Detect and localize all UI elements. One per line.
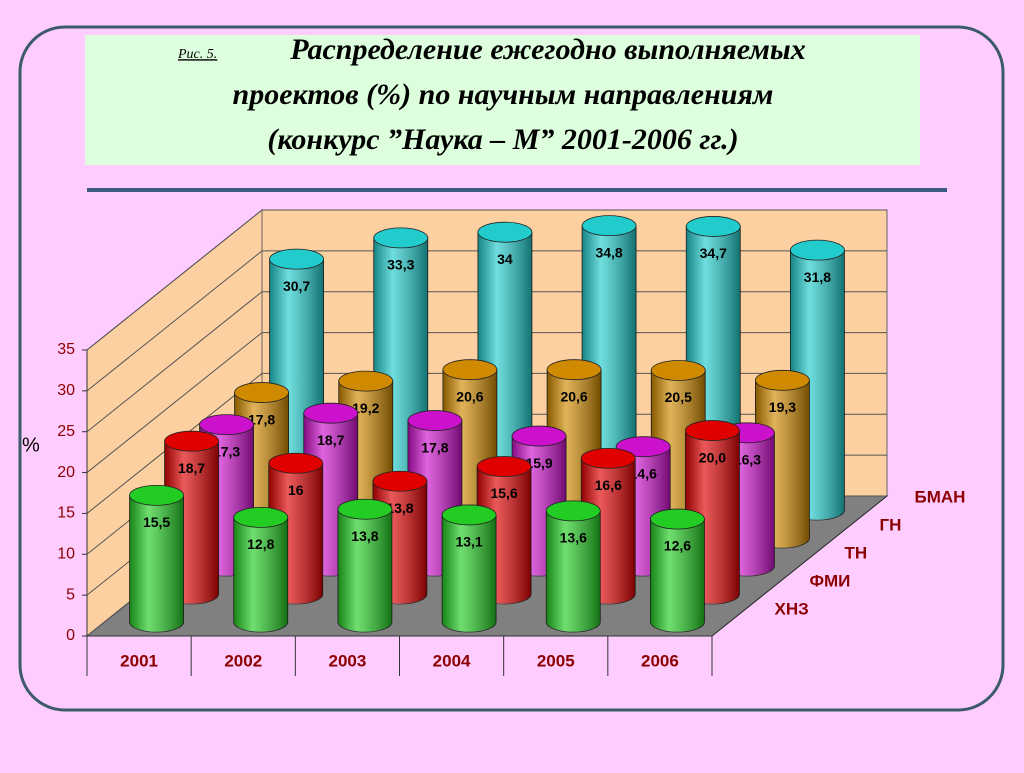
cylinder-top xyxy=(546,359,602,381)
y-tick-label: 10 xyxy=(57,546,75,563)
value-label: 18,7 xyxy=(317,432,344,448)
y-tick-label: 20 xyxy=(57,464,75,481)
value-label: 34,7 xyxy=(700,245,727,261)
value-label: 16 xyxy=(288,482,304,498)
y-tick-label: 15 xyxy=(57,505,75,522)
figure-label: Рис. 5. xyxy=(177,47,217,62)
y-axis-label: % xyxy=(22,434,40,456)
title-box xyxy=(85,35,920,165)
value-label: 15,9 xyxy=(525,455,552,471)
value-label: 20,0 xyxy=(699,449,726,465)
title-line: проектов (%) по научным направлениям xyxy=(233,78,774,111)
legend-label: БМАН xyxy=(915,487,966,506)
cylinder-top xyxy=(233,507,289,528)
value-label: 13,1 xyxy=(455,534,482,550)
title-line: Распределение ежегодно выполняемых xyxy=(289,33,805,66)
value-label: 33,3 xyxy=(387,257,414,273)
grid-line xyxy=(86,291,887,433)
cylinder-top xyxy=(234,382,289,403)
value-label: 20,6 xyxy=(560,388,587,404)
y-tick-label: 25 xyxy=(57,423,75,440)
y-tick-label: 30 xyxy=(57,382,75,399)
cylinder-top xyxy=(650,508,705,530)
value-label: 17,3 xyxy=(213,443,240,459)
cylinder-shading xyxy=(337,509,392,632)
value-label: 13,8 xyxy=(386,500,413,516)
title-line: (конкурс ”Наука – М” 2001-2006 гг.) xyxy=(267,123,738,156)
value-label: 34 xyxy=(497,251,513,267)
legend-label: ХНЗ xyxy=(775,599,809,618)
cylinder-top xyxy=(199,414,254,436)
cylinder-shading xyxy=(546,510,601,632)
cylinder-top xyxy=(685,216,741,237)
cylinder-top xyxy=(650,360,706,381)
value-label: 13,6 xyxy=(560,530,587,546)
cylinder-top xyxy=(580,447,636,469)
legend-label: ГН xyxy=(880,515,902,534)
cylinder-shading xyxy=(129,495,184,632)
value-label: 19,2 xyxy=(352,400,379,416)
value-label: 20,5 xyxy=(665,389,692,405)
value-label: 18,7 xyxy=(178,460,205,476)
cylinder-top xyxy=(476,456,532,477)
x-tick-label: 2001 xyxy=(120,651,158,670)
value-label: 30,7 xyxy=(283,278,310,294)
value-label: 12,8 xyxy=(247,536,274,552)
depth-axis xyxy=(711,495,888,637)
value-label: 14,6 xyxy=(630,465,657,481)
value-label: 15,6 xyxy=(490,485,517,501)
x-tick-label: 2006 xyxy=(641,651,679,670)
grid-line xyxy=(86,250,887,392)
grid-line xyxy=(86,209,887,351)
x-tick-label: 2004 xyxy=(433,651,471,670)
frame xyxy=(18,25,1005,712)
value-label: 31,8 xyxy=(804,269,831,285)
cylinder-top xyxy=(129,484,184,506)
value-label: 16,6 xyxy=(595,477,622,493)
cylinder-top xyxy=(545,500,601,522)
value-label: 19,3 xyxy=(769,399,796,415)
cylinder-shading xyxy=(233,517,288,632)
cylinder-top xyxy=(373,227,429,249)
value-label: 12,6 xyxy=(664,538,691,554)
cylinder-top xyxy=(337,498,393,520)
legend-label: ФМИ xyxy=(810,571,851,590)
cylinder-top xyxy=(164,430,219,452)
cylinder-top xyxy=(338,370,394,392)
plot: 0 5 10 15 20 25 30 35 2001 2002 2003 2004 2005 2006 ХН… xyxy=(57,208,966,676)
x-tick-label: 2003 xyxy=(329,651,367,670)
value-label: 15,5 xyxy=(143,514,170,530)
cylinder-top xyxy=(790,239,845,261)
cylinder-top xyxy=(268,452,324,474)
legend-label: ТН xyxy=(845,543,868,562)
y-tick-label: 35 xyxy=(57,341,75,358)
value-label: 13,8 xyxy=(351,528,378,544)
cylinder-top xyxy=(615,436,671,458)
value-label: 17,8 xyxy=(421,439,448,455)
cylinder-shading xyxy=(442,514,497,632)
cylinder-top xyxy=(269,248,324,270)
y-tick-label: 0 xyxy=(66,627,75,644)
cylinder-top xyxy=(372,470,428,492)
cylinder-top xyxy=(303,402,359,424)
cylinder-top xyxy=(441,504,497,526)
value-label: 16,3 xyxy=(734,452,761,468)
cylinder-top xyxy=(511,425,567,447)
x-tick-label: 2002 xyxy=(224,651,262,670)
cylinder-top xyxy=(407,410,463,431)
value-label: 17,8 xyxy=(248,411,275,427)
cylinder-top xyxy=(442,359,498,381)
value-label: 20,6 xyxy=(456,388,483,404)
cylinder-shading xyxy=(650,519,705,632)
grid-line xyxy=(86,332,887,473)
cylinder-top xyxy=(581,215,637,237)
cylinder-top xyxy=(685,420,740,441)
y-tick-label: 5 xyxy=(66,586,75,603)
x-tick-label: 2005 xyxy=(537,651,575,670)
value-label: 34,8 xyxy=(595,244,622,260)
cylinder-top xyxy=(477,221,533,243)
cylinder-top xyxy=(755,369,810,391)
